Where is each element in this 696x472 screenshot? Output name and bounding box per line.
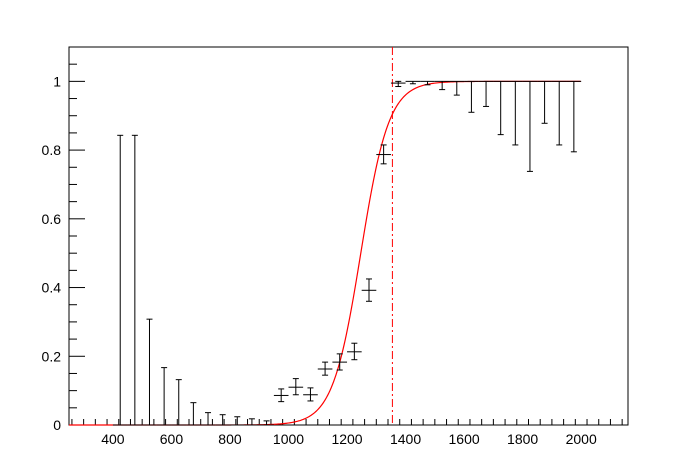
data-point	[493, 80, 509, 136]
x-tick-label: 400	[101, 431, 125, 447]
data-point	[449, 80, 465, 96]
data-point	[478, 80, 494, 107]
data-point	[112, 134, 128, 426]
x-tick-label: 2000	[566, 431, 597, 447]
data-point	[303, 387, 318, 402]
y-tick-label: 0.4	[42, 280, 62, 296]
data-point	[273, 388, 289, 403]
x-tick-label: 600	[160, 431, 184, 447]
y-tick-label: 0.2	[42, 348, 62, 364]
data-point	[186, 402, 201, 426]
data-point	[171, 379, 187, 426]
data-point	[142, 318, 157, 426]
data-point	[434, 80, 450, 91]
data-point	[390, 80, 406, 88]
data-point	[508, 80, 523, 146]
x-tick-label: 1000	[273, 431, 304, 447]
x-tick-label: 1200	[331, 431, 362, 447]
data-point	[361, 278, 377, 302]
data-point	[566, 80, 582, 153]
y-tick-label: 1	[53, 73, 61, 89]
data-points	[112, 80, 582, 426]
x-tick-label: 1400	[390, 431, 421, 447]
data-point	[215, 414, 230, 426]
data-point	[347, 342, 362, 361]
data-point	[537, 80, 552, 124]
data-point	[405, 80, 421, 85]
y-tick-label: 0.8	[42, 142, 62, 158]
x-tick-label: 800	[218, 431, 242, 447]
data-point	[229, 416, 245, 426]
data-point	[288, 378, 304, 396]
data-point	[522, 80, 538, 172]
x-axis: 400 600 800 1000 1200 1400 1600 1800 2000	[71, 419, 623, 447]
data-point	[127, 134, 143, 426]
data-point	[259, 420, 274, 426]
y-tick-label: 0	[53, 417, 61, 433]
data-point	[420, 80, 435, 86]
x-tick-label: 1600	[449, 431, 480, 447]
data-point	[156, 367, 172, 426]
y-tick-label: 0.6	[42, 211, 62, 227]
x-tick-label: 1800	[507, 431, 538, 447]
data-point	[376, 144, 391, 165]
y-axis: 0 0.2 0.4 0.6 0.8 1	[42, 46, 85, 433]
data-point	[244, 418, 260, 426]
data-point	[332, 353, 348, 371]
data-point	[551, 80, 567, 146]
data-point	[200, 412, 216, 426]
data-point	[317, 361, 333, 376]
data-point	[464, 80, 479, 113]
